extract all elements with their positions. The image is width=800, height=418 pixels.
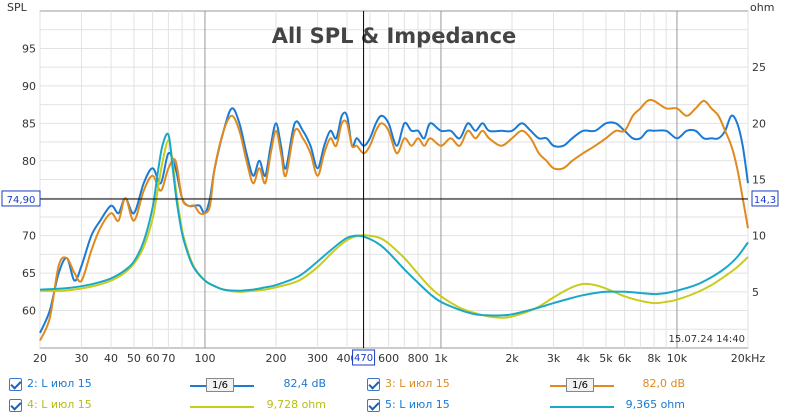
- checkbox-series-4[interactable]: [9, 399, 22, 412]
- left-tick-label: 85: [22, 117, 36, 130]
- legend-row-2: 4: L июл 15 9,728 ohm 5: L июл 15 9,365 …: [0, 397, 800, 417]
- chart-title: All SPL & Impedance: [272, 24, 517, 48]
- cursor-x-readout-box: [352, 349, 376, 366]
- right-axis-label: ohm: [750, 1, 774, 14]
- spl-impedance-chart[interactable]: All SPL & Impedance SPL ohm 606570758085…: [0, 0, 800, 372]
- left-tick-label: 80: [22, 155, 36, 168]
- right-axis-ticks: 5 10 15 20 25: [752, 61, 766, 299]
- legend-line-series-3: [550, 385, 570, 387]
- series-layer: [39, 98, 749, 341]
- cursor-x-readout: 470: [354, 353, 373, 364]
- left-tick-label: 70: [22, 230, 36, 243]
- x-tick-label: 8k: [647, 352, 661, 365]
- cursor-right-readout-box: [751, 190, 779, 207]
- cursor-right-readout: 14,3: [754, 195, 776, 206]
- x-tick-label: 30: [75, 352, 89, 365]
- legend: 2: L июл 15 1/6 82,4 dB 3: L июл 15 1/6 …: [0, 372, 800, 418]
- cursor-left-readout-box: [1, 190, 41, 207]
- legend-line-series-2: [190, 385, 210, 387]
- legend-name-series-5: 5: L июл 15: [385, 398, 450, 411]
- left-tick-label: 90: [22, 80, 36, 93]
- smoothing-button-series-2[interactable]: 1/6: [206, 378, 234, 392]
- x-tick-label: 200: [266, 352, 287, 365]
- legend-value-series-2: 82,4 dB: [283, 377, 326, 390]
- legend-name-series-3: 3: L июл 15: [385, 377, 450, 390]
- checkbox-series-3[interactable]: [367, 378, 380, 391]
- x-tick-label: 40: [104, 352, 118, 365]
- legend-line-series-2-tail: [234, 385, 254, 387]
- x-tick-label: 3k: [547, 352, 561, 365]
- x-tick-label: 800: [408, 352, 429, 365]
- left-tick-label: 65: [22, 267, 36, 280]
- x-tick-label: 300: [307, 352, 328, 365]
- x-tick-label: 6k: [618, 352, 632, 365]
- legend-value-series-4: 9,728 ohm: [266, 398, 326, 411]
- right-tick-label: 25: [752, 61, 766, 74]
- grid-major: [204, 11, 678, 348]
- legend-line-series-5: [550, 406, 614, 408]
- smoothing-button-series-3[interactable]: 1/6: [566, 378, 594, 392]
- x-tick-label: 600: [378, 352, 399, 365]
- right-tick-label: 10: [752, 230, 766, 243]
- cursor-left-readout: 74,90: [7, 195, 36, 206]
- series-line-5: [39, 132, 749, 317]
- legend-name-series-2: 2: L июл 15: [27, 377, 92, 390]
- x-tick-label: 60: [146, 352, 160, 365]
- legend-line-series-3-tail: [594, 385, 614, 387]
- cursor-layer[interactable]: 74,90 14,3 470: [1, 11, 779, 366]
- x-tick-label: 2k: [505, 352, 519, 365]
- x-tick-label: 5k: [599, 352, 613, 365]
- right-tick-label: 15: [752, 174, 766, 187]
- right-tick-label: 20: [752, 117, 766, 130]
- timestamp: 15.07.24 14:40: [668, 334, 745, 345]
- x-tick-label: 20kHz: [731, 352, 766, 365]
- legend-row-1: 2: L июл 15 1/6 82,4 dB 3: L июл 15 1/6 …: [0, 376, 800, 396]
- left-axis-ticks: 6065707580859095: [22, 42, 36, 317]
- legend-line-series-4: [190, 406, 254, 408]
- checkbox-series-5[interactable]: [367, 399, 380, 412]
- x-axis-ticks: 20 30 40 50 60 70 100 200 300 400 600 800 1k 2k 3k 4k 5k…: [33, 352, 765, 365]
- x-tick-label: 1k: [434, 352, 448, 365]
- x-tick-label: 70: [161, 352, 175, 365]
- x-tick-label: 50: [127, 352, 141, 365]
- left-tick-label: 95: [22, 42, 36, 55]
- checkbox-series-2[interactable]: [9, 378, 22, 391]
- left-tick-label: 60: [22, 305, 36, 318]
- x-tick-label: 10k: [667, 352, 688, 365]
- left-axis-label: SPL: [7, 1, 28, 14]
- legend-value-series-3: 82,0 dB: [642, 377, 685, 390]
- legend-value-series-5: 9,365 ohm: [625, 398, 685, 411]
- x-tick-label: 4k: [576, 352, 590, 365]
- legend-name-series-4: 4: L июл 15: [27, 398, 92, 411]
- x-tick-label: 100: [194, 352, 215, 365]
- x-tick-label: 20: [33, 352, 47, 365]
- right-tick-label: 5: [752, 286, 759, 299]
